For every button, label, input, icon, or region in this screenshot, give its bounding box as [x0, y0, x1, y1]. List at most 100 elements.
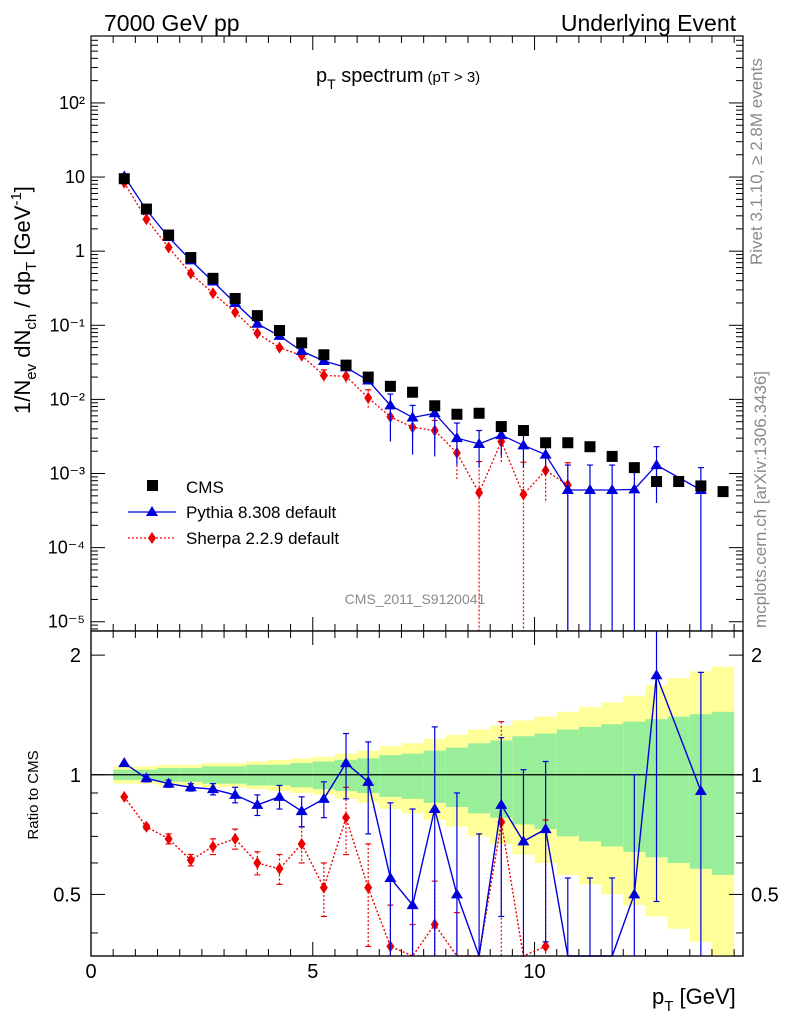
band-inner — [401, 753, 424, 799]
pythia-ratio-point — [694, 785, 707, 796]
ytick-label: 1 — [75, 241, 85, 261]
pythia-ratio-point — [428, 803, 441, 814]
pythia-point — [583, 483, 596, 494]
ratio-ticks: 0.5 0.5 1 1 2 2 0 5 10 — [53, 631, 779, 983]
cms-point — [140, 203, 152, 215]
ratio-frame-outline — [90, 630, 744, 957]
pythia-point — [295, 344, 308, 355]
cms-point — [451, 408, 463, 420]
legend-pythia-label: Pythia 8.308 default — [186, 503, 337, 522]
sherpa-point — [342, 370, 351, 383]
pythia-point — [539, 448, 552, 459]
cms-point — [118, 173, 130, 185]
sherpa-point — [208, 287, 217, 300]
sherpa-ratio-point — [275, 862, 284, 875]
sherpa-point — [475, 486, 484, 499]
watermark: CMS_2011_S9120041 — [345, 591, 486, 607]
ytick-label: 10 — [65, 167, 85, 187]
pythia-ratio-point — [229, 788, 242, 799]
legend-cms-marker — [147, 480, 158, 491]
sherpa-ratio-point — [186, 854, 195, 867]
cms-point — [384, 380, 396, 392]
cms-point — [207, 272, 219, 284]
sherpa-ratio-point — [541, 940, 550, 953]
sherpa-ratio-point — [342, 811, 351, 824]
band-inner — [556, 729, 579, 837]
cms-point — [274, 325, 286, 337]
sherpa-point — [186, 267, 195, 280]
cms-point — [673, 476, 685, 488]
ratio-ytick-label-right: 1 — [751, 765, 762, 787]
sherpa-point — [319, 369, 328, 382]
pythia-point — [517, 439, 530, 450]
ratio-ytick-label: 0.5 — [53, 884, 81, 906]
cms-point — [562, 437, 574, 449]
pythia-point — [384, 399, 397, 410]
band-inner — [711, 711, 735, 875]
cms-point — [185, 252, 197, 264]
ratio-xtick-label: 5 — [307, 961, 318, 983]
sherpa-point — [231, 306, 240, 319]
title-small: (pT > 3) — [428, 69, 481, 86]
cms-point — [340, 359, 352, 371]
ratio-ylabel: Ratio to CMS — [25, 750, 42, 839]
ytick-label: 10² — [59, 93, 85, 113]
ratio-xtick-label: 10 — [523, 961, 545, 983]
pythia-ratio-point — [184, 781, 197, 792]
sherpa-point — [142, 213, 151, 226]
pythia-ratio-point — [406, 899, 419, 910]
sherpa-ratio-point — [208, 840, 217, 853]
sherpa-point — [275, 341, 284, 354]
title-rest: spectrum — [336, 65, 424, 87]
legend-sherpa-marker — [148, 532, 156, 544]
ratio-xtick-label: 0 — [85, 961, 96, 983]
pythia-ratio-point — [118, 757, 131, 768]
band-inner — [601, 724, 624, 847]
ratio-ytick-label-right: 0.5 — [751, 884, 779, 906]
cms-point — [229, 292, 241, 304]
sherpa-ratio-point — [120, 790, 129, 803]
pythia-point — [473, 438, 486, 449]
legend-cms-label: CMS — [186, 478, 224, 497]
cms-point — [584, 441, 596, 453]
cms-point — [163, 229, 175, 241]
pythia-point — [406, 411, 419, 422]
legend: CMS Pythia 8.308 default Sherpa 2.2.9 de… — [128, 478, 339, 548]
main-ylabel: 1/Nev dNch / dpT [GeV-1] — [8, 186, 40, 414]
ratio-ytick-label: 1 — [70, 765, 81, 787]
pythia-ratio-point — [539, 823, 552, 834]
pythia-point — [650, 459, 663, 470]
pythia-ratio-point — [495, 798, 508, 809]
ytick-label: 10⁻¹ — [49, 315, 85, 335]
sherpa-ratio-line — [123, 796, 546, 957]
main-panel: 10⁻⁵ 10⁻⁴ 10⁻³ 10⁻² 10⁻¹ 1 10 10² pT spectrum (p… — [8, 35, 744, 632]
pythia-ratio-point — [362, 775, 375, 786]
pythia-point — [561, 483, 574, 494]
sherpa-ratio-point — [319, 881, 328, 894]
cms-point — [362, 371, 374, 383]
main-series — [118, 170, 729, 631]
cms-point — [251, 310, 263, 322]
pythia-ratio-point — [450, 888, 463, 899]
ytick-label: 10⁻⁵ — [48, 612, 85, 632]
cms-point — [495, 421, 507, 433]
x-axis-label: pT [GeV] — [652, 984, 736, 1015]
band-inner — [468, 743, 491, 814]
cms-point — [473, 407, 485, 419]
main-ticks: 10⁻⁵ 10⁻⁴ 10⁻³ 10⁻² 10⁻¹ 1 10 10² — [48, 35, 743, 632]
pythia-ratio-point — [273, 790, 286, 801]
ratio-ytick-label-right: 2 — [751, 645, 762, 667]
pythia-ratio-point — [517, 835, 530, 846]
sherpa-ratio-point — [253, 856, 262, 869]
sherpa-point — [164, 241, 173, 254]
pythia-ratio-point — [140, 772, 153, 783]
cms-point — [717, 486, 729, 498]
sherpa-ratio-point — [231, 832, 240, 845]
sherpa-ratio-point — [164, 832, 173, 845]
legend-pythia-marker — [146, 506, 158, 516]
pythia-ratio-point — [340, 757, 353, 768]
cms-point — [606, 450, 618, 462]
band-inner — [445, 747, 469, 807]
pythia-ratio-point — [162, 777, 175, 788]
